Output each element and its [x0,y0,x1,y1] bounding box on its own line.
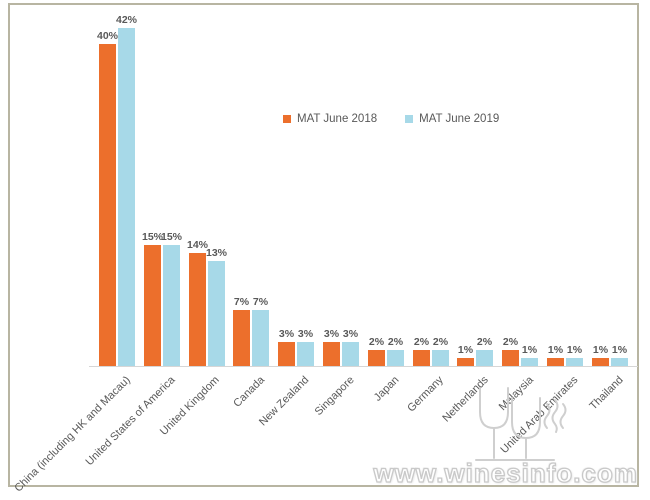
bar [521,358,538,366]
watermark-text: www.winesinfo.com [373,457,638,488]
value-label: 1% [592,344,609,356]
value-label: 40% [96,30,119,42]
bar [592,358,609,366]
value-label: 15% [141,231,164,243]
bar [99,44,116,366]
value-label: 7% [252,296,269,308]
value-label: 15% [160,231,183,243]
bar [413,350,430,366]
legend-label-2019: MAT June 2019 [419,113,500,125]
bar [457,358,474,366]
category-label: United States of America [83,374,178,469]
legend: MAT June 2018 MAT June 2019 [283,113,499,125]
category-label: Thailand [586,374,626,413]
bar [387,350,404,366]
value-label: 3% [297,328,314,340]
value-label: 1% [547,344,564,356]
bar [476,350,493,366]
bar [118,28,135,366]
bar [233,310,250,366]
value-label: 42% [115,14,138,26]
bar [189,253,206,366]
bar [502,350,519,366]
category-label: Singapore [312,374,357,418]
value-label: 2% [413,336,430,348]
value-label: 2% [432,336,449,348]
value-label: 2% [368,336,385,348]
legend-label-2018: MAT June 2018 [297,113,378,125]
category-label: Germany [405,374,447,415]
bar [278,342,295,366]
value-label: 7% [233,296,250,308]
value-label: 2% [476,336,493,348]
bar [208,261,225,366]
category-label: Canada [231,374,267,410]
value-label: 3% [323,328,340,340]
value-label: 2% [502,336,519,348]
bar [144,245,161,366]
wine-glasses-icon [475,387,567,461]
bar [297,342,314,366]
value-label: 2% [387,336,404,348]
legend-item-mat-june-2018: MAT June 2018 [283,113,377,125]
value-label: 1% [611,344,628,356]
value-label: 1% [457,344,474,356]
value-label: 13% [205,247,228,259]
legend-item-mat-june-2019: MAT June 2019 [405,113,499,125]
bar [432,350,449,366]
bar [342,342,359,366]
value-label: 1% [566,344,583,356]
bar [547,358,564,366]
value-label: 3% [278,328,295,340]
value-label: 3% [342,328,359,340]
bar [323,342,340,366]
value-label: 14% [186,239,209,251]
x-axis-line [89,366,638,367]
bar [611,358,628,366]
bar [368,350,385,366]
legend-marker-2019 [405,115,414,123]
bar [163,245,180,366]
legend-marker-2018 [283,115,291,123]
bar [252,310,269,366]
bar [566,358,583,366]
value-label: 1% [521,344,538,356]
category-label: Japan [371,374,402,404]
